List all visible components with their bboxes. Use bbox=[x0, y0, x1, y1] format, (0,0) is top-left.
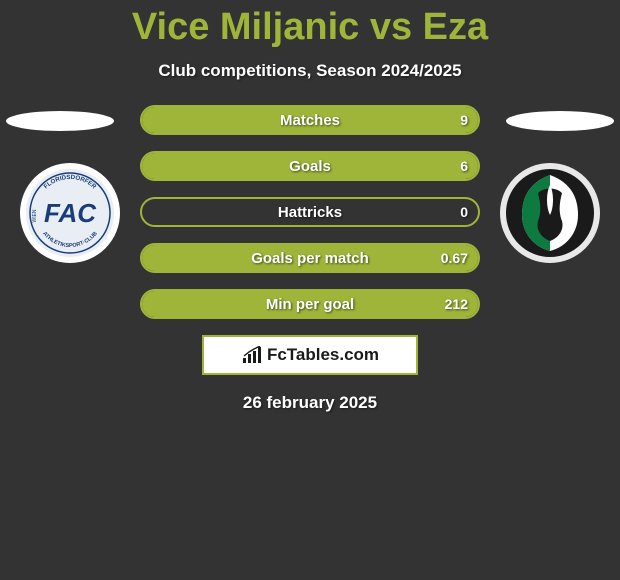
right-player-ellipse bbox=[506, 111, 614, 131]
stat-rows: Matches 9 Goals 6 Hattricks 0 Goals per … bbox=[140, 105, 480, 319]
chart-icon bbox=[241, 346, 263, 364]
right-club-badge bbox=[500, 163, 600, 263]
stat-value-right: 212 bbox=[445, 296, 468, 312]
badge-abbrev: FAC bbox=[44, 198, 97, 228]
stat-label: Goals bbox=[289, 158, 331, 175]
stat-label: Hattricks bbox=[278, 204, 342, 221]
stat-value-right: 9 bbox=[460, 112, 468, 128]
left-club-badge: FLORIDSDORFER ATHLETIKSPORT·CLUB FAC WIE… bbox=[20, 163, 120, 263]
page-title: Vice Miljanic vs Eza bbox=[0, 0, 620, 49]
stat-label: Matches bbox=[280, 112, 340, 129]
stat-row-matches: Matches 9 bbox=[140, 105, 480, 135]
stat-row-goals: Goals 6 bbox=[140, 151, 480, 181]
stat-value-right: 0.67 bbox=[441, 250, 468, 266]
stat-value-right: 0 bbox=[460, 204, 468, 220]
subtitle: Club competitions, Season 2024/2025 bbox=[0, 61, 620, 81]
comparison-panel: FLORIDSDORFER ATHLETIKSPORT·CLUB FAC WIE… bbox=[0, 105, 620, 413]
brand-text: FcTables.com bbox=[267, 345, 379, 365]
fac-badge-icon: FLORIDSDORFER ATHLETIKSPORT·CLUB FAC WIE… bbox=[26, 169, 114, 257]
date-text: 26 february 2025 bbox=[0, 393, 620, 413]
stat-value-right: 6 bbox=[460, 158, 468, 174]
stat-row-goals-per-match: Goals per match 0.67 bbox=[140, 243, 480, 273]
stat-row-hattricks: Hattricks 0 bbox=[140, 197, 480, 227]
left-player-ellipse bbox=[6, 111, 114, 131]
brand-box[interactable]: FcTables.com bbox=[202, 335, 418, 375]
stat-label: Min per goal bbox=[266, 296, 354, 313]
stat-row-min-per-goal: Min per goal 212 bbox=[140, 289, 480, 319]
badge-ring-side: WIEN bbox=[32, 209, 38, 222]
stat-label: Goals per match bbox=[251, 250, 369, 267]
right-club-icon bbox=[510, 171, 590, 255]
